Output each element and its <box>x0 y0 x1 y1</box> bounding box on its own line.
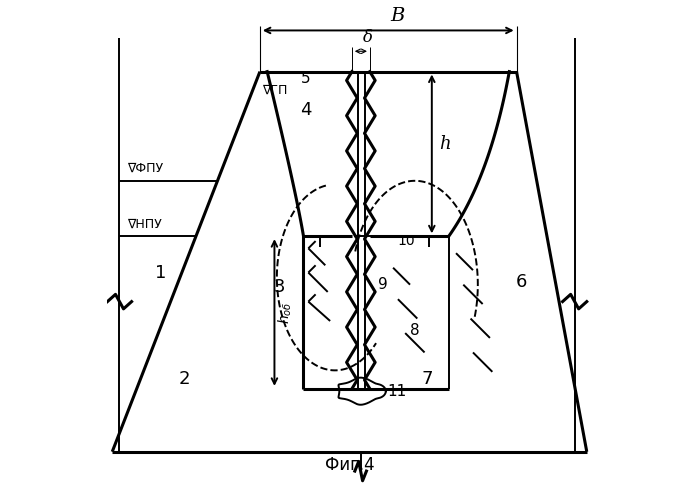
Text: 5: 5 <box>301 72 311 86</box>
Text: Фиг.4: Фиг.4 <box>325 456 374 474</box>
Text: B: B <box>391 7 405 25</box>
Text: 11: 11 <box>387 384 407 399</box>
Text: 10: 10 <box>398 234 415 248</box>
Text: 2: 2 <box>179 370 191 388</box>
Text: 8: 8 <box>410 323 419 338</box>
Text: 1: 1 <box>155 263 166 281</box>
Text: ∇НПУ: ∇НПУ <box>127 217 161 230</box>
Text: δ: δ <box>363 29 373 46</box>
Text: 9: 9 <box>377 277 387 292</box>
Text: 3: 3 <box>273 278 285 296</box>
Text: 6: 6 <box>516 273 527 291</box>
Text: $h_{об}$: $h_{об}$ <box>277 301 294 324</box>
Text: ∇ГП: ∇ГП <box>262 84 288 97</box>
Text: 4: 4 <box>300 101 312 119</box>
Text: h: h <box>439 135 451 153</box>
Text: 7: 7 <box>421 370 433 388</box>
Text: ∇ФПУ: ∇ФПУ <box>127 162 163 175</box>
